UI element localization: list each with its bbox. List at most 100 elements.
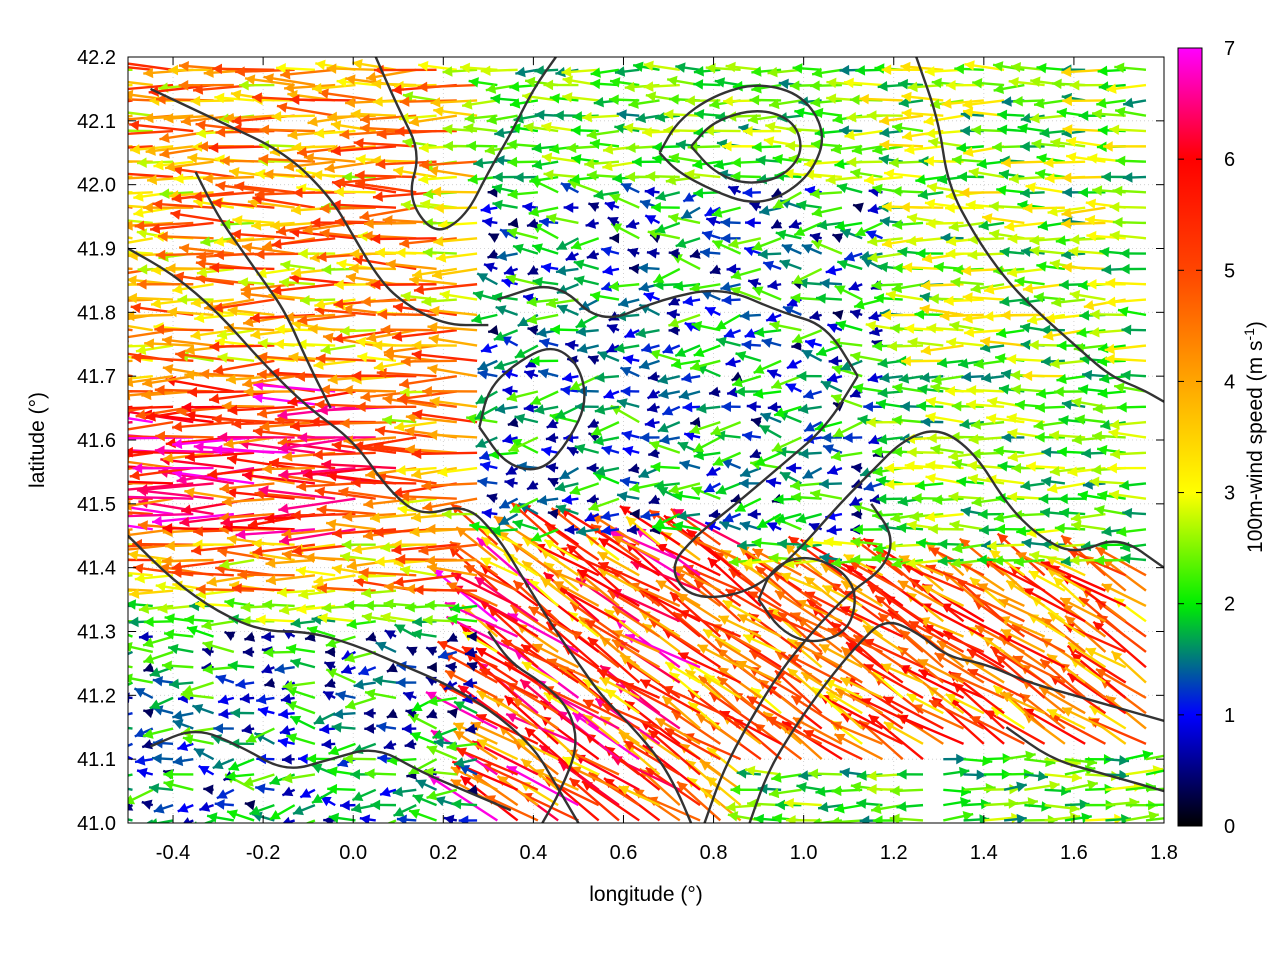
wind-vector	[521, 661, 559, 684]
x-tick-label: 0.0	[339, 842, 367, 864]
wind-vector	[172, 710, 194, 721]
wind-vector	[967, 668, 1025, 699]
wind-vector	[786, 637, 823, 669]
wind-vector	[735, 660, 782, 684]
x-tick-label: 0.2	[429, 842, 457, 864]
wind-vector	[255, 783, 275, 794]
wind-vector	[177, 802, 194, 813]
wind-vector	[325, 668, 356, 684]
y-tick-label: 41.9	[77, 239, 116, 261]
wind-vector	[817, 801, 843, 813]
y-tick-label: 41.1	[77, 749, 116, 771]
wind-vector	[1046, 653, 1086, 684]
wind-vector	[230, 707, 255, 719]
wind-vector	[182, 734, 214, 746]
wind-vector	[402, 691, 417, 702]
wind-vector	[432, 727, 458, 740]
wind-vector	[742, 633, 782, 654]
wind-vector	[163, 629, 194, 640]
wind-vector	[169, 678, 194, 690]
wind-vector	[242, 773, 275, 787]
wind-vector	[340, 664, 356, 675]
wind-vector	[163, 769, 194, 780]
wind-vector	[128, 788, 154, 805]
colorbar-tick-label: 2	[1224, 594, 1235, 616]
wind-vector	[290, 617, 316, 629]
wind-vector	[141, 739, 154, 750]
x-tick-label: 1.8	[1150, 842, 1178, 864]
wind-vector	[997, 598, 1046, 623]
wind-vector	[1059, 597, 1106, 623]
wind-vector	[177, 740, 194, 752]
y-tick-label: 42.0	[77, 175, 116, 197]
wind-vector	[496, 775, 539, 807]
x-tick-label: 1.0	[790, 842, 818, 864]
wind-vector	[465, 723, 478, 735]
wind-vector	[213, 723, 234, 734]
wind-vector	[141, 799, 154, 810]
wind-vector	[543, 571, 600, 623]
wind-vector	[255, 614, 295, 626]
colorbar-label-superscript: -1	[1241, 328, 1257, 341]
wind-vector	[696, 643, 742, 669]
wind-vector	[370, 799, 397, 811]
wind-vector	[528, 605, 580, 638]
y-tick-label: 42.1	[77, 111, 116, 133]
x-tick-label: 0.4	[519, 842, 547, 864]
colorbar-tick-label: 7	[1224, 38, 1235, 60]
wind-vector	[128, 283, 133, 286]
wind-vector	[1046, 708, 1086, 730]
wind-vector	[383, 739, 397, 750]
wind-vector	[145, 819, 154, 823]
wind-vector	[290, 658, 316, 669]
wind-vector	[839, 676, 883, 699]
wind-vector	[426, 745, 458, 761]
wind-vector	[943, 786, 972, 797]
wind-vector	[455, 747, 519, 776]
wind-vector	[425, 690, 498, 730]
wind-vector	[365, 631, 377, 642]
wind-vector	[202, 663, 234, 675]
colorbar-tick-label: 3	[1224, 483, 1235, 505]
wind-vector	[128, 221, 133, 225]
wind-vector	[128, 589, 133, 593]
wind-vector	[128, 599, 153, 610]
wind-vector	[1064, 812, 1092, 823]
wind-vector	[412, 616, 437, 628]
wind-vector	[796, 782, 822, 793]
wind-vector	[277, 737, 295, 748]
wind-vector	[451, 798, 478, 810]
wind-vector	[186, 625, 214, 638]
y-tick-label: 41.0	[77, 813, 116, 835]
wind-vector	[918, 668, 985, 699]
wind-vector	[584, 619, 640, 653]
wind-vector	[193, 747, 215, 761]
wind-vector	[281, 786, 296, 797]
wind-vector	[406, 646, 418, 657]
wind-vector	[261, 631, 275, 643]
wind-vector	[214, 799, 234, 810]
wind-vector	[1070, 652, 1127, 699]
wind-vector	[618, 785, 661, 807]
wind-vector	[217, 694, 235, 705]
wind-vector	[882, 695, 944, 730]
wind-vector	[321, 738, 336, 750]
wind-vector	[1038, 685, 1086, 715]
wind-vector	[415, 779, 438, 791]
wind-vector	[906, 692, 944, 715]
wind-vector	[877, 612, 924, 653]
wind-vector	[396, 814, 417, 823]
wind-vector	[1110, 650, 1147, 684]
wind-vector	[423, 766, 457, 778]
wind-vector	[531, 643, 579, 669]
colorbar-tick-label: 0	[1224, 816, 1235, 838]
wind-vector	[999, 691, 1046, 715]
y-tick-label: 41.4	[77, 558, 116, 580]
wind-vector	[687, 701, 722, 730]
wind-vector	[599, 676, 640, 699]
wind-vector	[684, 668, 722, 699]
wind-vector	[279, 725, 296, 736]
wind-vector	[783, 798, 822, 809]
wind-vector	[943, 766, 970, 778]
wind-vector	[1145, 803, 1164, 807]
